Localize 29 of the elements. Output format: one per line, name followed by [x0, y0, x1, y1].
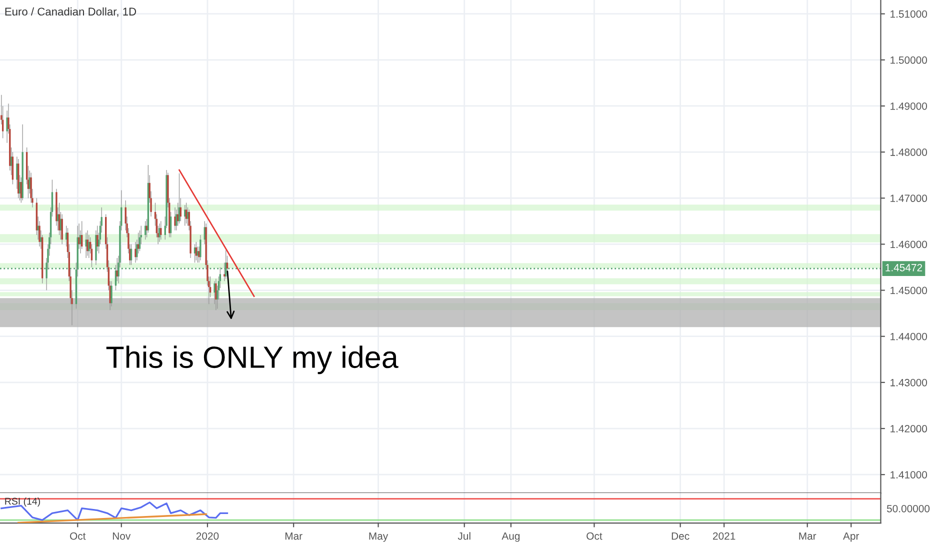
y-tick-label: 1.48000: [890, 148, 928, 156]
x-tick-label: Mar: [285, 532, 302, 540]
y-tick-label: 1.46000: [890, 240, 928, 248]
x-tick-label: Apr: [843, 532, 860, 542]
y-tick-label: 1.49000: [890, 102, 928, 110]
x-tick-label: 2020: [196, 532, 219, 540]
x-tick-label: Aug: [502, 532, 520, 542]
y-tick-label: 1.43000: [890, 378, 928, 386]
chart-title: RSI (14): [5, 498, 40, 507]
x-tick-label: Oct: [70, 532, 86, 540]
y-tick-label: 1.41000: [890, 471, 928, 478]
text: 50.00000: [886, 504, 930, 512]
x-tick-label: 2021: [713, 532, 736, 540]
x-tick-label: Jul: [458, 532, 470, 540]
x-tick-label: Nov: [112, 532, 131, 540]
y-tick-label: 1.51000: [890, 10, 928, 18]
annotation: This is ONLY my idea: [106, 346, 398, 374]
y-tick-label: 1.45000: [890, 286, 928, 294]
x-tick-label: Oct: [586, 532, 602, 540]
candlestick: [160, 220, 162, 240]
y-tick-label: 1.50000: [890, 56, 928, 64]
x-tick-label: Dec: [672, 532, 690, 540]
y-tick-label: 1.42000: [890, 425, 928, 432]
y-tick-label: 1.44000: [890, 332, 928, 340]
x-tick-label: Mar: [799, 532, 816, 540]
text: Euro / Canadian Dollar, 1D: [5, 7, 136, 17]
y-tick-label: 1.47000: [890, 194, 928, 202]
ref-line-label: 1.45472: [886, 264, 922, 272]
x-tick-label: May: [369, 532, 388, 542]
